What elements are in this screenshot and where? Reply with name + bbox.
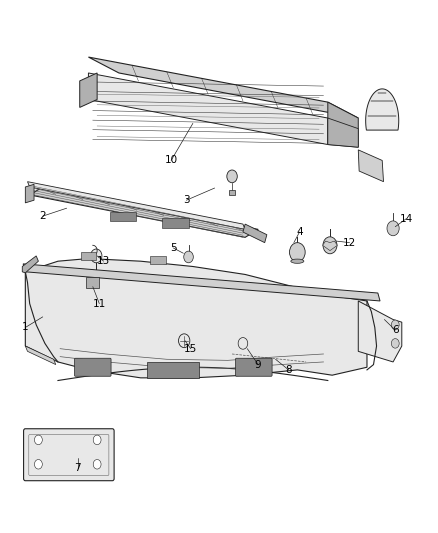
Polygon shape [328,118,358,147]
Circle shape [184,251,193,263]
Text: 6: 6 [392,325,399,335]
Text: 10: 10 [165,156,178,165]
Text: 4: 4 [296,227,303,237]
FancyBboxPatch shape [24,429,114,481]
Bar [86,277,99,288]
Circle shape [290,243,305,262]
Polygon shape [243,224,267,243]
Circle shape [323,237,337,254]
Circle shape [93,459,101,469]
Text: 3: 3 [183,195,190,205]
Polygon shape [25,346,56,365]
Text: 8: 8 [285,365,292,375]
Circle shape [391,320,399,329]
Polygon shape [88,73,328,144]
Bar [150,256,166,264]
Polygon shape [358,150,384,182]
Polygon shape [28,182,245,229]
Circle shape [238,337,248,349]
Text: 9: 9 [255,360,261,369]
Polygon shape [25,259,367,378]
Polygon shape [88,57,358,118]
Polygon shape [80,73,97,108]
Bar [81,252,96,260]
Circle shape [93,435,101,445]
Circle shape [227,170,237,183]
Text: 2: 2 [39,211,46,221]
Circle shape [387,221,399,236]
Circle shape [35,435,42,445]
Text: 13: 13 [97,256,110,266]
Bar [147,362,199,378]
Text: 12: 12 [343,238,356,248]
Polygon shape [322,241,337,251]
Polygon shape [22,256,39,273]
Polygon shape [23,264,380,301]
Circle shape [179,334,190,348]
Bar [162,218,188,228]
Circle shape [91,249,102,263]
FancyBboxPatch shape [236,358,272,376]
Circle shape [391,338,399,348]
Text: 7: 7 [74,463,81,473]
Polygon shape [328,102,358,147]
Polygon shape [30,187,258,237]
Polygon shape [358,301,402,362]
Text: 14: 14 [399,214,413,224]
Polygon shape [366,89,399,130]
Ellipse shape [291,259,304,263]
Text: 1: 1 [22,322,28,333]
Text: 5: 5 [170,243,177,253]
Bar [110,212,136,221]
FancyBboxPatch shape [74,358,111,376]
Bar [229,190,235,195]
Text: 11: 11 [93,298,106,309]
Circle shape [35,459,42,469]
Polygon shape [25,184,34,203]
Text: 15: 15 [184,344,198,354]
